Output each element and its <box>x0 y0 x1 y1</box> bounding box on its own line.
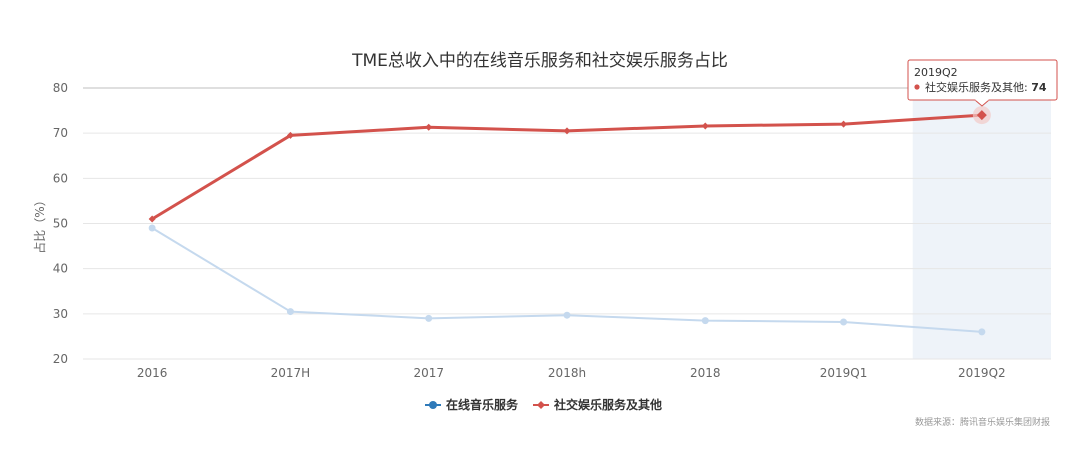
series-1-point-3[interactable] <box>563 127 571 135</box>
series-0-point-5[interactable] <box>840 318 848 326</box>
tooltip-series-dot <box>914 84 920 90</box>
legend: 在线音乐服务 社交娱乐服务及其他 <box>425 397 662 412</box>
gridlines <box>83 87 1051 360</box>
y-tick-label-20: 20 <box>53 352 68 366</box>
series-0-point-1[interactable] <box>286 308 294 316</box>
y-tick-label-50: 50 <box>53 217 68 231</box>
x-axis-ticks: 2016 2017H 2017 2018h 2018 2019Q1 2019Q2 <box>137 366 1006 380</box>
x-tick-label-2019q2: 2019Q2 <box>958 366 1006 380</box>
tooltip-header: 2019Q2 <box>914 66 958 79</box>
y-tick-label-60: 60 <box>53 171 68 185</box>
legend-item-social-entertainment[interactable]: 社交娱乐服务及其他 <box>533 397 662 412</box>
x-tick-label-2017: 2017 <box>413 366 444 380</box>
series-1-point-2[interactable] <box>425 123 433 131</box>
tooltip-value-line: 社交娱乐服务及其他: 74 <box>925 80 1047 94</box>
legend-social-entertainment-label: 社交娱乐服务及其他 <box>553 397 662 412</box>
series-0-point-0[interactable] <box>148 224 156 232</box>
series-1-point-0[interactable] <box>148 215 156 223</box>
x-tick-label-2018: 2018 <box>690 366 721 380</box>
series-1-point-5[interactable] <box>840 120 848 128</box>
x-tick-label-2016: 2016 <box>137 366 168 380</box>
legend-online-music-label: 在线音乐服务 <box>446 397 519 412</box>
y-axis-label: 占比（%） <box>32 194 47 253</box>
series-0-point-6[interactable] <box>978 328 986 336</box>
series-1-point-6[interactable] <box>976 110 987 121</box>
series-0-point-4[interactable] <box>701 317 709 325</box>
legend-item-online-music[interactable]: 在线音乐服务 <box>425 397 519 412</box>
marker-layer <box>148 106 991 336</box>
tooltip-value: 74 <box>1031 81 1047 94</box>
tooltip-series-label: 社交娱乐服务及其他: <box>925 80 1031 94</box>
y-tick-label-70: 70 <box>53 126 68 140</box>
data-source-note: 数据来源：腾讯音乐娱乐集团财报 <box>915 416 1050 428</box>
series-0-point-2[interactable] <box>425 314 433 322</box>
series-1-point-4[interactable] <box>701 122 709 130</box>
y-tick-label-80: 80 <box>53 81 68 95</box>
x-tick-label-2017h: 2017H <box>271 366 311 380</box>
series-0-point-3[interactable] <box>563 311 571 319</box>
y-axis-ticks: 20 30 40 50 60 70 80 <box>53 81 68 366</box>
tooltip-pointer-mask <box>975 98 989 101</box>
x-tick-label-2019q1: 2019Q1 <box>820 366 868 380</box>
legend-social-entertainment-swatch-marker <box>537 401 545 409</box>
series-1-point-1[interactable] <box>286 131 294 139</box>
y-tick-label-40: 40 <box>53 262 68 276</box>
legend-online-music-swatch-marker <box>429 401 437 409</box>
tooltip: 2019Q2 社交娱乐服务及其他: 74 <box>907 59 1058 107</box>
chart-title: TME总收入中的在线音乐服务和社交娱乐服务占比 <box>351 51 728 71</box>
x-tick-label-2018h: 2018h <box>548 366 586 380</box>
y-tick-label-30: 30 <box>53 307 68 321</box>
